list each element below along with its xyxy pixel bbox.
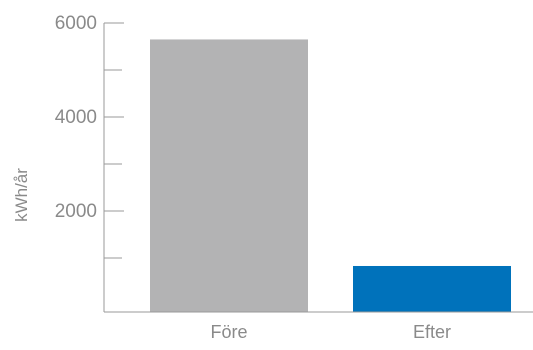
y-axis: 2000 4000 6000	[55, 13, 124, 312]
x-category-label: Före	[210, 322, 247, 342]
x-axis: Före Efter	[104, 312, 533, 342]
x-category-label: Efter	[413, 322, 451, 342]
y-axis-title: kWh/år	[12, 168, 31, 222]
y-tick-label: 2000	[55, 201, 97, 222]
y-tick-label: 6000	[55, 13, 97, 34]
bar-f-re	[150, 39, 308, 312]
bars-group	[150, 39, 511, 312]
y-tick-label: 4000	[55, 107, 97, 128]
bar-efter	[353, 266, 511, 312]
